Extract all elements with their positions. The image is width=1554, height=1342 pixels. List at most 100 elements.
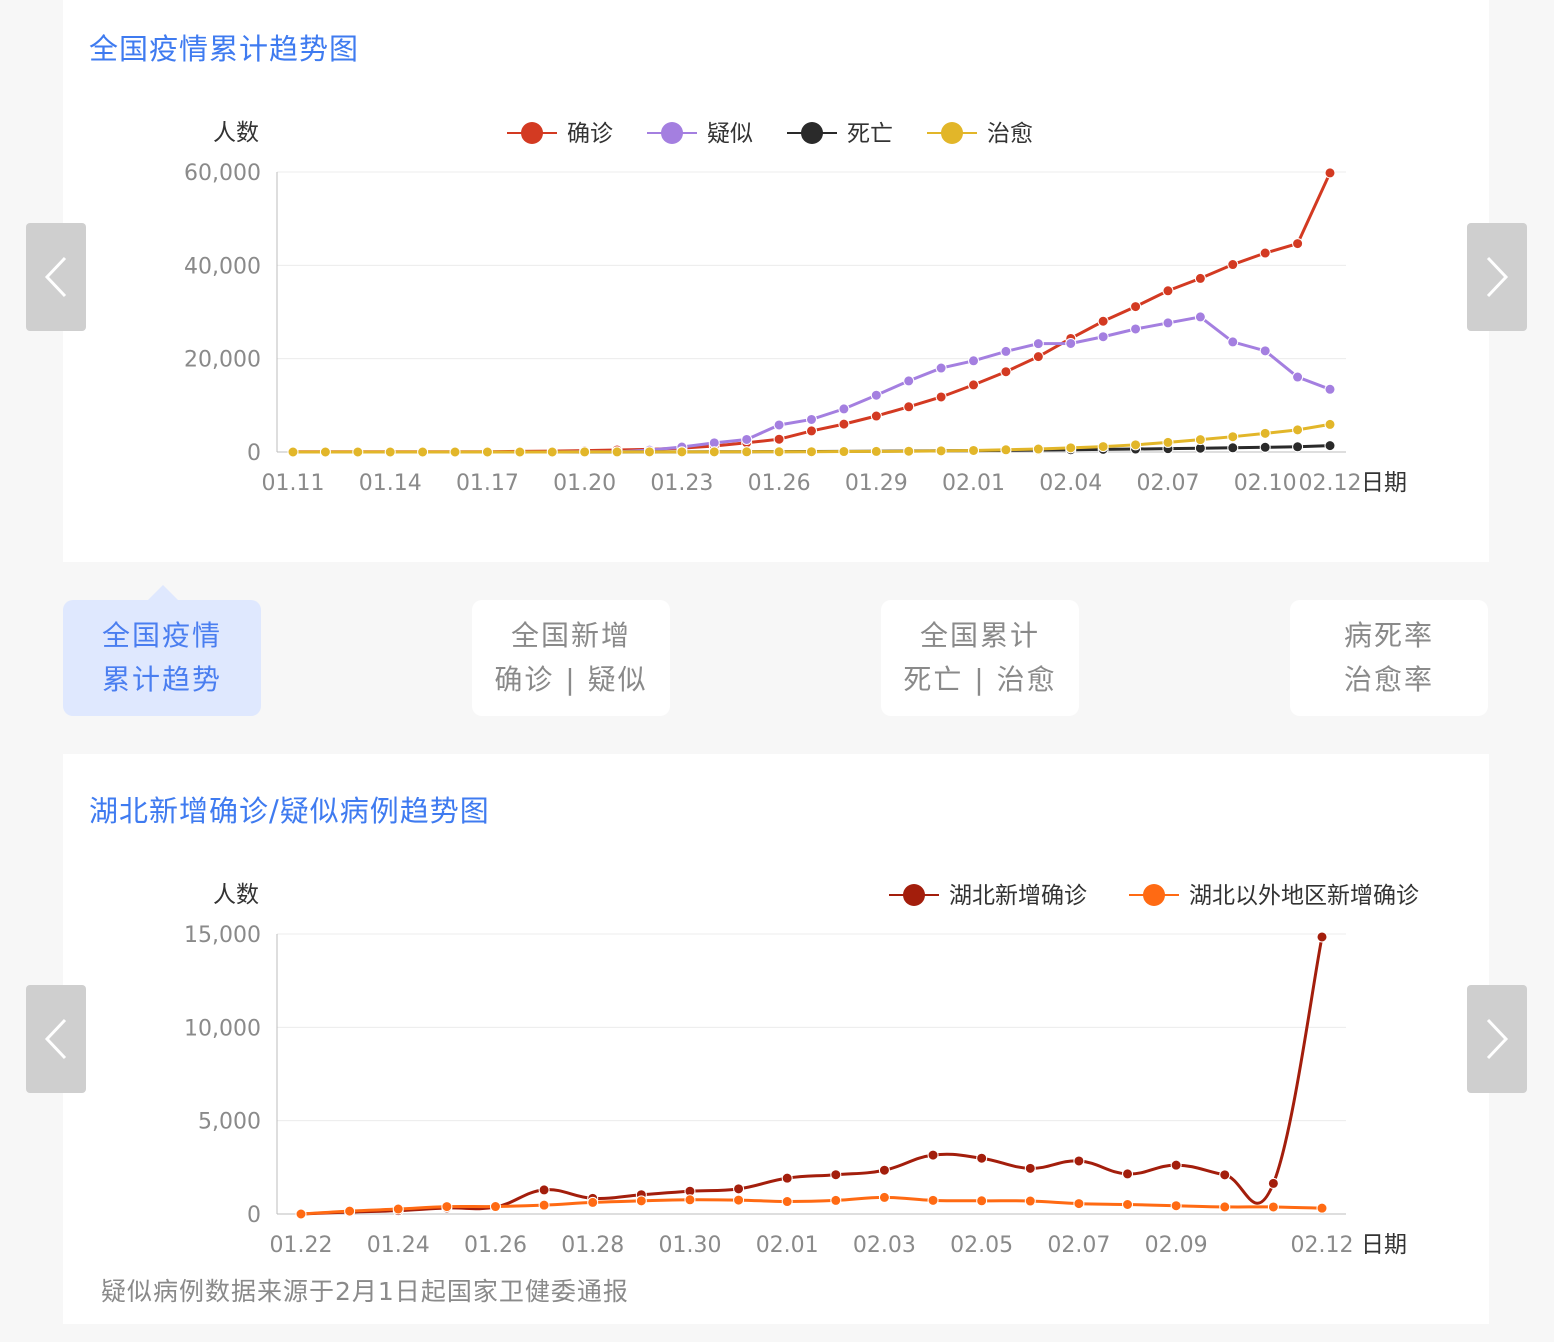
legend-item[interactable]: 确诊: [507, 121, 613, 147]
data-point: [1194, 434, 1206, 446]
tab-fatality-cure-rate[interactable]: 病死率 治愈率: [1290, 600, 1488, 716]
data-point: [806, 425, 817, 437]
data-point: [1219, 1169, 1231, 1181]
data-point: [1122, 1198, 1134, 1210]
data-point: [968, 444, 980, 456]
legend-item[interactable]: 死亡: [787, 121, 893, 147]
legend-item[interactable]: 湖北新增确诊: [889, 883, 1087, 909]
data-point: [968, 355, 980, 367]
data-source-note: 疑似病例数据来源于2月1日起国家卫健委通报: [101, 1277, 629, 1306]
data-point: [392, 1203, 404, 1215]
data-point: [1292, 424, 1304, 436]
data-point: [1259, 247, 1271, 259]
data-point: [1000, 366, 1012, 378]
y-tick-label: 0: [247, 441, 261, 466]
x-tick-label: 01.22: [270, 1233, 333, 1258]
y-axis-label: 人数: [213, 120, 259, 146]
data-point: [1170, 1200, 1182, 1212]
x-tick-label: 01.29: [845, 471, 908, 496]
data-point: [1267, 1177, 1279, 1189]
data-point: [1227, 259, 1239, 271]
data-point: [1194, 311, 1206, 323]
data-point: [870, 389, 882, 401]
prev-chart-button[interactable]: [26, 985, 86, 1093]
data-point: [1130, 439, 1142, 451]
hubei-new-cases-card: 湖北新增确诊/疑似病例趋势图 0 5,000 10,000 15,000 人数 日期 01.…: [63, 754, 1489, 1324]
data-point: [1000, 444, 1012, 456]
data-point: [741, 433, 753, 445]
data-point: [319, 446, 331, 458]
data-point: [708, 446, 720, 458]
data-point: [1292, 238, 1304, 250]
data-point: [927, 1194, 939, 1206]
legend-label: 湖北新增确诊: [949, 883, 1087, 909]
x-tick-label: 01.17: [456, 471, 519, 496]
x-tick-label: 01.20: [553, 471, 616, 496]
legend-label: 疑似: [707, 121, 753, 147]
legend-item[interactable]: 疑似: [647, 121, 753, 147]
y-tick-label: 40,000: [184, 254, 261, 279]
data-point: [1097, 441, 1109, 453]
data-point: [417, 446, 429, 458]
chevron-left-icon: [44, 1018, 67, 1060]
next-chart-button[interactable]: [1467, 985, 1527, 1093]
data-point: [1227, 431, 1239, 443]
data-point: [449, 446, 461, 458]
y-tick-label: 5,000: [198, 1110, 261, 1135]
data-point: [733, 1194, 745, 1206]
data-point: [935, 362, 947, 374]
data-point: [903, 445, 915, 457]
data-point: [976, 1195, 988, 1207]
data-point: [684, 1194, 696, 1206]
data-point: [1024, 1195, 1036, 1207]
data-point: [968, 379, 980, 391]
data-point: [1032, 443, 1044, 455]
data-point: [935, 445, 947, 457]
tab-cumulative-trend[interactable]: 全国疫情 累计趋势: [63, 600, 261, 716]
next-chart-button[interactable]: [1467, 223, 1527, 331]
legend-item[interactable]: 湖北以外地区新增确诊: [1129, 883, 1419, 909]
tab-new-confirmed-suspected[interactable]: 全国新增 确诊 | 疑似: [472, 600, 670, 716]
data-point: [1324, 167, 1336, 179]
x-tick-label: 01.11: [262, 471, 325, 496]
data-point: [1227, 442, 1239, 454]
series-line: [300, 1195, 1323, 1216]
data-point: [1259, 427, 1271, 439]
data-point: [741, 446, 753, 458]
y-tick-label: 0: [247, 1203, 261, 1228]
data-point: [1324, 383, 1336, 395]
data-point: [1073, 1155, 1085, 1167]
data-point: [287, 446, 299, 458]
x-tick-label: 02.03: [853, 1233, 916, 1258]
data-point: [587, 1196, 599, 1208]
y-axis-label: 人数: [213, 882, 259, 908]
data-point: [546, 446, 558, 458]
prev-chart-button[interactable]: [26, 223, 86, 331]
active-tab-pointer: [148, 585, 178, 600]
tab-label-line2: 治愈率: [1343, 663, 1434, 696]
legend-item[interactable]: 治愈: [927, 121, 1033, 147]
legend-label: 确诊: [567, 121, 613, 147]
data-point: [1162, 317, 1174, 329]
data-point: [1162, 436, 1174, 448]
data-point: [903, 401, 915, 413]
data-point: [295, 1208, 307, 1220]
data-point: [935, 391, 947, 403]
data-point: [838, 418, 850, 430]
tab-label-line1: 病死率: [1343, 619, 1434, 652]
data-point: [806, 413, 817, 425]
data-point: [352, 446, 364, 458]
tab-death-cured[interactable]: 全国累计 死亡 | 治愈: [881, 600, 1079, 716]
y-tick-label: 10,000: [184, 1016, 261, 1041]
data-point: [1267, 1201, 1279, 1213]
data-point: [1316, 931, 1328, 943]
data-point: [781, 1196, 793, 1208]
series-line: [293, 172, 1332, 454]
x-tick-label: 01.26: [748, 471, 811, 496]
series-line: [300, 936, 1324, 1216]
data-point: [1324, 418, 1336, 430]
data-point: [514, 446, 526, 458]
x-tick-label: 02.09: [1145, 1233, 1208, 1258]
x-tick-label: 02.12: [1291, 1233, 1354, 1258]
